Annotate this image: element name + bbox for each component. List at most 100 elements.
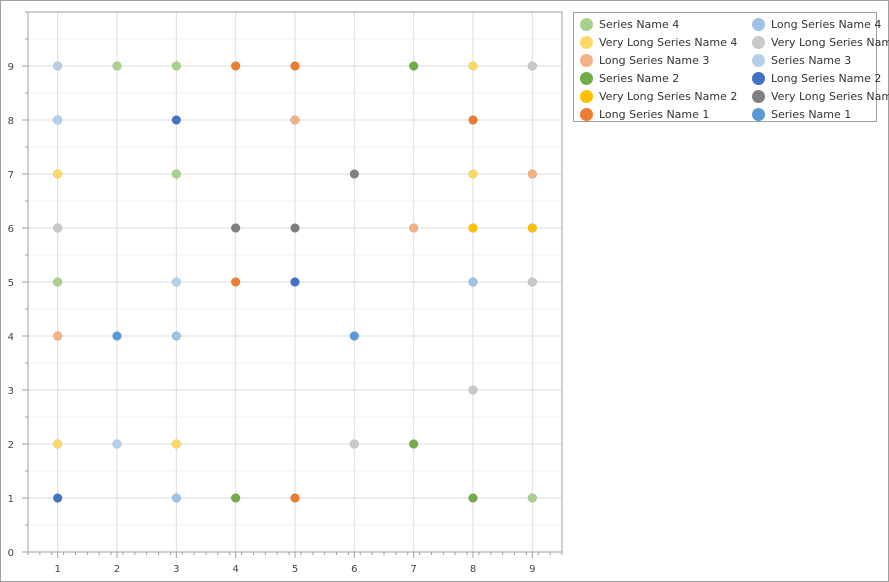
series-series-name-2 (230, 61, 478, 503)
data-point (171, 331, 182, 341)
legend-label: Series Name 3 (771, 53, 852, 67)
y-tick-label: 3 (8, 386, 14, 397)
data-point (171, 277, 182, 287)
x-tick-label: 5 (292, 564, 298, 575)
legend-label: Series Name 4 (599, 17, 680, 31)
data-point (230, 277, 241, 287)
legend-item: Series Name 4 (580, 15, 752, 33)
series-long-series-name-2 (52, 115, 300, 503)
series-long-series-name-3 (52, 115, 538, 341)
data-point (52, 223, 63, 233)
legend-label: Very Long Series Name 4 (599, 35, 738, 49)
legend-marker-icon (580, 17, 593, 31)
x-tick-label: 4 (232, 564, 238, 575)
x-tick-label: 1 (54, 564, 60, 575)
y-tick-label: 8 (8, 116, 14, 127)
y-tick-label: 4 (8, 332, 14, 343)
legend-marker-icon (752, 107, 765, 121)
data-point (112, 439, 122, 449)
chart-legend: Series Name 4 Long Series Name 4 Very Long… (573, 12, 889, 123)
y-tick-label: 6 (8, 224, 14, 235)
data-point (112, 61, 122, 71)
series-very-long-series-name-1 (230, 169, 360, 233)
legend-marker-icon (580, 107, 593, 121)
data-point (290, 115, 300, 125)
data-point (171, 493, 182, 503)
legend-marker-icon (580, 71, 593, 85)
legend-label: Long Series Name 2 (771, 71, 882, 85)
data-point (527, 61, 538, 71)
legend-item: Very Long Series Name 4 (580, 33, 752, 51)
x-tick-label: 6 (351, 564, 357, 575)
legend-label: Very Long Series Name 3 (771, 35, 889, 49)
data-point (349, 331, 360, 341)
legend-item: Very Long Series Name 1 (752, 87, 889, 105)
series-very-long-series-name-2 (468, 223, 538, 233)
data-point (52, 493, 63, 503)
data-point (230, 61, 241, 71)
data-point (349, 169, 360, 179)
x-tick-label: 8 (470, 564, 476, 575)
data-point (527, 169, 538, 179)
legend-item: Long Series Name 3 (580, 51, 752, 69)
legend-item: Series Name 3 (752, 51, 884, 69)
data-point (468, 223, 478, 233)
data-point (171, 61, 182, 71)
x-tick-label: 9 (529, 564, 535, 575)
data-point (52, 439, 63, 449)
x-tick-label: 2 (114, 564, 120, 575)
data-point (290, 223, 300, 233)
legend-marker-icon (752, 71, 765, 85)
data-point (171, 169, 182, 179)
data-point (171, 439, 182, 449)
legend-item: Series Name 2 (580, 69, 752, 87)
legend-item: Long Series Name 1 (580, 105, 752, 123)
legend-marker-icon (752, 35, 765, 49)
legend-marker-icon (580, 53, 593, 67)
legend-label: Very Long Series Name 2 (599, 89, 738, 103)
data-point (527, 493, 538, 503)
series-series-name-1 (112, 331, 360, 341)
data-point (52, 115, 63, 125)
legend-item: Very Long Series Name 3 (752, 33, 889, 51)
data-point (408, 439, 419, 449)
y-tick-label: 0 (8, 548, 14, 559)
legend-marker-icon (752, 53, 765, 67)
data-point (52, 331, 63, 341)
legend-label: Long Series Name 4 (771, 17, 882, 31)
x-tick-label: 7 (410, 564, 416, 575)
legend-label: Long Series Name 1 (599, 107, 710, 121)
data-point (290, 277, 300, 287)
y-tick-label: 5 (8, 278, 14, 289)
legend-item: Long Series Name 4 (752, 15, 884, 33)
legend-marker-icon (580, 35, 593, 49)
data-point (468, 115, 478, 125)
data-point (408, 223, 419, 233)
legend-marker-icon (752, 89, 765, 103)
data-point (408, 61, 419, 71)
data-point (349, 439, 360, 449)
data-point (468, 493, 478, 503)
x-tick-label: 3 (173, 564, 179, 575)
legend-item: Long Series Name 2 (752, 69, 884, 87)
y-tick-label: 7 (8, 170, 14, 181)
series-very-long-series-name-3 (52, 61, 538, 449)
series-very-long-series-name-4 (52, 61, 478, 449)
y-tick-label: 1 (8, 494, 14, 505)
legend-marker-icon (580, 89, 593, 103)
y-tick-label: 9 (8, 62, 14, 73)
data-point (171, 115, 182, 125)
series-long-series-name-4 (171, 277, 478, 503)
data-point (52, 61, 63, 71)
data-point (230, 493, 241, 503)
data-point (468, 277, 478, 287)
data-point (290, 493, 300, 503)
y-tick-label: 2 (8, 440, 14, 451)
data-point (527, 223, 538, 233)
legend-item: Very Long Series Name 2 (580, 87, 752, 105)
legend-label: Long Series Name 3 (599, 53, 710, 67)
data-point (52, 169, 63, 179)
series-long-series-name-1 (230, 61, 478, 503)
